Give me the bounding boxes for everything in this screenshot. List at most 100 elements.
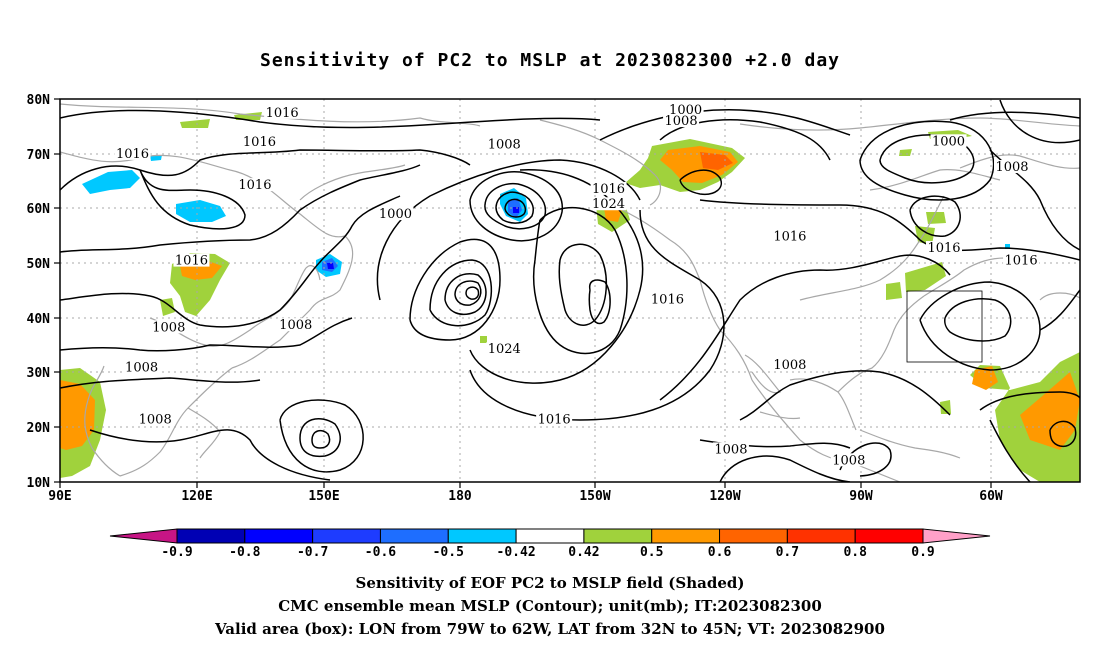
colorbar-segment: [176, 528, 246, 544]
colorbar-segment: [379, 528, 449, 544]
colorbar-segment: [651, 528, 721, 544]
contour-label-background: [667, 103, 704, 117]
mslp-contours: [60, 99, 1080, 482]
colorbar-tick-label: -0.42: [497, 545, 536, 560]
longitude-labels: 90E 120E 150E 180 150W 120W 90W 60W: [48, 489, 1003, 504]
lon-label: 150E: [308, 489, 339, 504]
lat-label: 40N: [27, 312, 51, 327]
colorbar-tick-label: -0.9: [161, 545, 192, 560]
colorbar-segment: [447, 528, 517, 544]
contour-label-background: [123, 360, 160, 374]
contour-label-background: [994, 160, 1030, 174]
contour-label-background: [264, 105, 301, 119]
colorbar-tick-label: -0.8: [229, 545, 260, 560]
colorbar-max-arrow: [922, 528, 991, 544]
colorbar-segment: [719, 528, 788, 544]
valid-area-box: [906, 290, 983, 363]
contour-label-background: [926, 241, 962, 255]
caption-line-2: CMC ensemble mean MSLP (Contour); unit(m…: [278, 597, 822, 615]
contour-label-background: [590, 197, 627, 211]
map-title: Sensitivity of PC2 to MSLP at 2023082300…: [259, 50, 840, 71]
contour-label: 1008: [714, 442, 747, 457]
lat-label: 60N: [27, 202, 51, 217]
contour-label-background: [590, 181, 627, 195]
negative-sensitivity-areas: [82, 155, 1010, 277]
contour-label: 1008: [152, 320, 185, 335]
contour-label: 1016: [116, 147, 149, 162]
contour-label-background: [1003, 253, 1040, 267]
contour-label-background: [236, 178, 273, 192]
colorbar-tick-label: 0.5: [640, 545, 663, 560]
contour-label: 1024: [592, 197, 625, 212]
contour-label: 1008: [125, 360, 158, 375]
contour-label: 1008: [995, 160, 1028, 175]
contour-label: 1016: [1005, 254, 1038, 269]
colorbar-tick-label: -0.7: [297, 545, 328, 560]
contour-label-background: [712, 442, 749, 456]
contour-label: 1000: [932, 134, 965, 149]
contour-label-background: [486, 342, 523, 356]
contour-label: 1016: [175, 254, 208, 269]
colorbar-min-arrow: [109, 528, 178, 544]
colorbar-segment: [583, 528, 653, 544]
axis-ticks: [54, 98, 992, 488]
contour-label-background: [277, 318, 314, 332]
colorbar-tick-label: 0.9: [911, 545, 934, 560]
contour-label: 1016: [538, 412, 571, 427]
colorbar-segment: [312, 528, 381, 544]
colorbar-tick-label: -0.5: [433, 545, 464, 560]
contour-label-background: [771, 229, 808, 243]
contour-label-background: [137, 412, 174, 426]
lon-label: 120W: [709, 489, 740, 504]
contour-label: 1016: [243, 135, 276, 150]
contour-label: 1016: [238, 178, 271, 193]
colorbar: -0.9 -0.8 -0.7 -0.6 -0.5 -0.42 0.42 0.5 0.6 0.7 0.…: [109, 528, 991, 560]
contour-label: 1016: [651, 292, 684, 307]
lat-label: 70N: [27, 148, 51, 163]
map-frame: [59, 98, 1081, 483]
colorbar-segment: [515, 528, 585, 544]
contour-label: 1008: [279, 318, 312, 333]
lat-label: 80N: [27, 93, 51, 108]
lat-label: 30N: [27, 366, 51, 381]
lon-label: 90E: [48, 489, 71, 504]
contour-label-background: [649, 292, 686, 306]
contour-label-background: [173, 253, 210, 267]
contour-label: 1016: [927, 241, 960, 256]
contour-label-background: [377, 207, 414, 221]
contour-label-background: [486, 137, 523, 151]
contour-label: 1008: [488, 138, 521, 153]
contour-labels: 1016 1016 1016 1016 1016 1016 1016 1016 1016 1016…: [114, 103, 1040, 468]
caption-line-1: Sensitivity of EOF PC2 to MSLP field (Sh…: [355, 574, 745, 592]
lat-label: 20N: [27, 421, 51, 436]
contour-label-background: [114, 146, 151, 160]
lon-label: 150W: [579, 489, 610, 504]
contour-label-background: [771, 358, 808, 372]
colorbar-tick-label: 0.7: [776, 545, 799, 560]
caption-line-3: Valid area (box): LON from 79W to 62W, L…: [215, 620, 885, 638]
colorbar-segment: [786, 528, 856, 544]
latitude-labels: 80N 70N 60N 50N 40N 30N 20N 10N: [27, 93, 51, 491]
contour-label-background: [663, 114, 700, 128]
contour-label: 1016: [266, 106, 299, 121]
lon-label: 120E: [181, 489, 212, 504]
colorbar-segment: [244, 528, 314, 544]
lat-label: 50N: [27, 257, 51, 272]
contour-label: 1024: [488, 342, 521, 357]
contour-label: 1000: [379, 207, 412, 222]
contour-label: 1016: [773, 230, 806, 245]
lat-label: 10N: [27, 476, 51, 491]
colorbar-segment: [854, 528, 924, 544]
colorbar-tick-label: 0.42: [568, 545, 599, 560]
lon-label: 60W: [979, 489, 1003, 504]
colorbar-tick-label: -0.6: [365, 545, 396, 560]
contour-label: 1016: [592, 182, 625, 197]
contour-label-background: [930, 134, 967, 148]
contour-label-background: [150, 320, 187, 334]
contour-label: 1008: [139, 412, 172, 427]
colorbar-tick-label: 0.6: [708, 545, 732, 560]
contour-label: 1008: [773, 358, 806, 373]
lon-label: 90W: [849, 489, 873, 504]
contour-label: 1008: [832, 453, 865, 468]
